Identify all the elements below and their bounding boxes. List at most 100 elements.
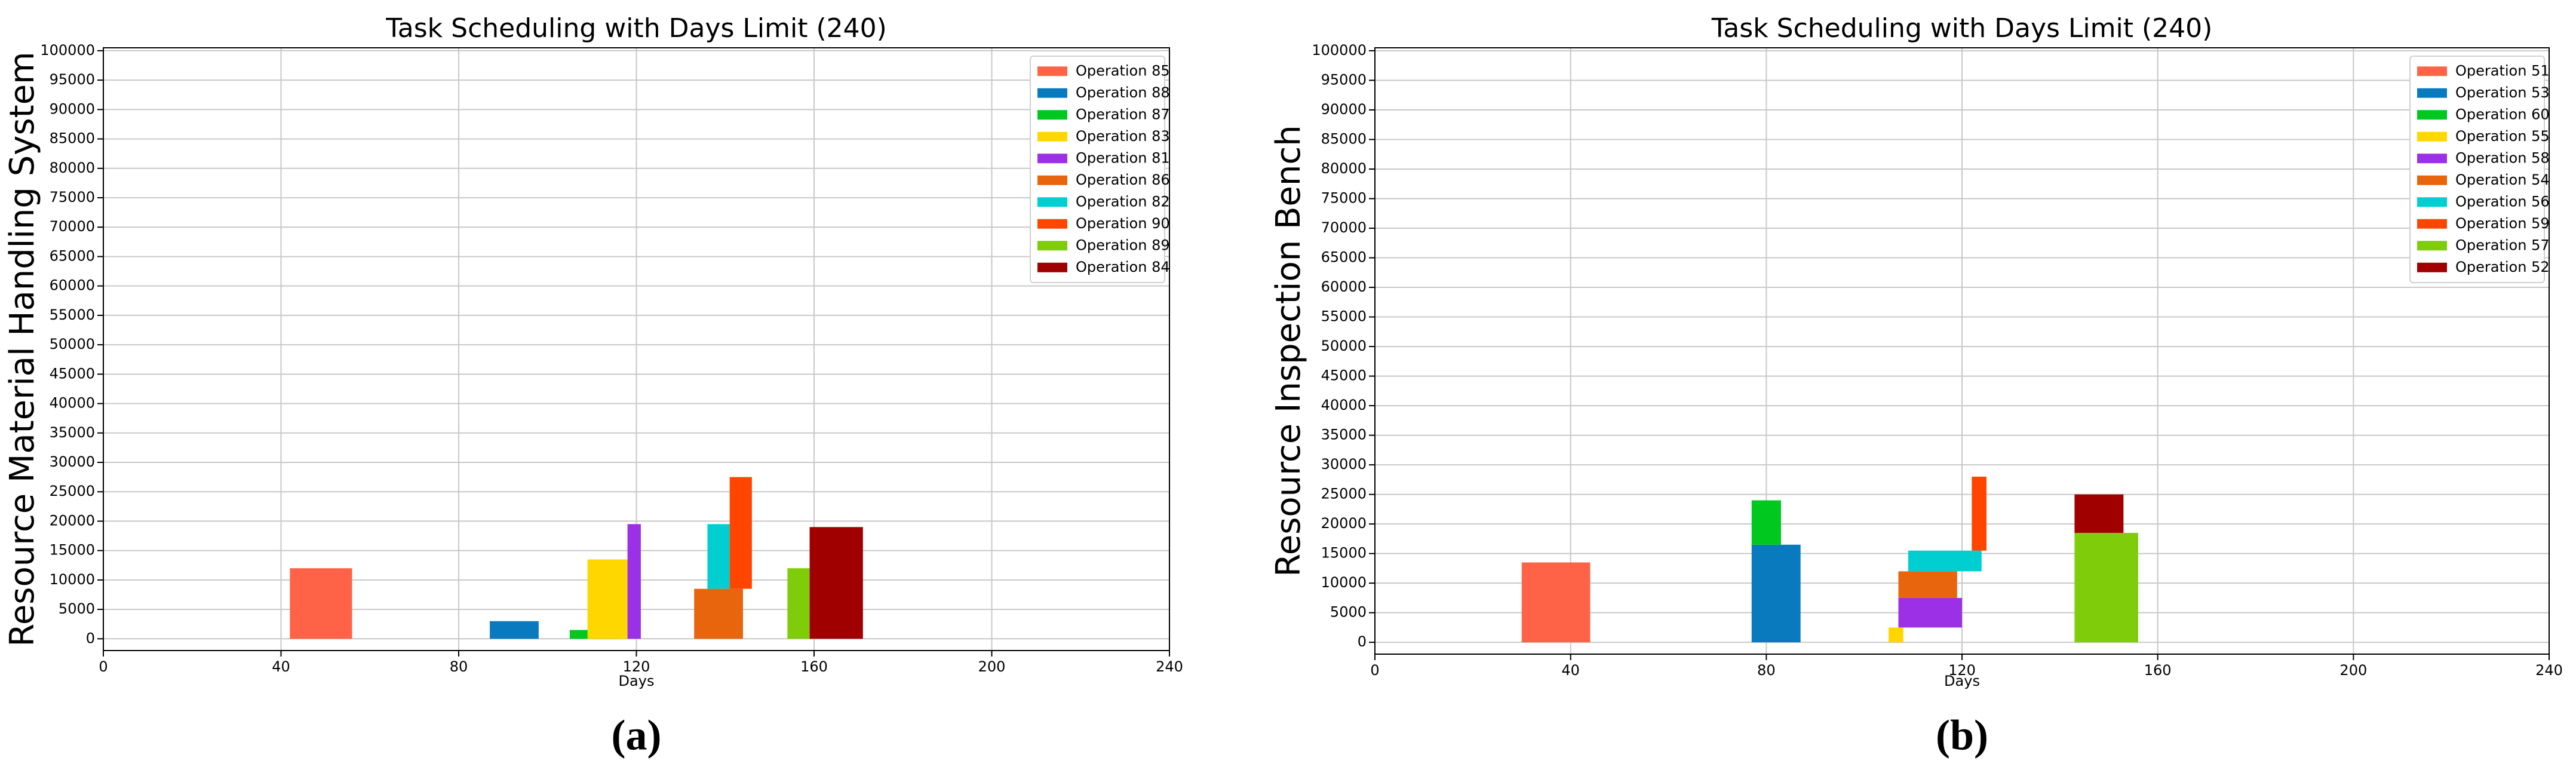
x-axis-label: Days (1944, 673, 1980, 689)
plot-frame (1374, 47, 2550, 655)
x-tick-label: 0 (99, 658, 108, 675)
y-tick-label: 75000 (1321, 190, 1367, 207)
x-tick-label: 160 (800, 658, 828, 675)
y-tick-label: 5000 (1330, 604, 1367, 621)
y-tick-label: 95000 (1321, 71, 1367, 88)
y-tick-label: 90000 (1321, 101, 1367, 118)
y-tick-label: 50000 (1321, 338, 1367, 354)
y-tick-label: 30000 (1321, 456, 1367, 473)
task-bar (2074, 494, 2124, 533)
legend-swatch (1037, 197, 1067, 207)
legend-label: Operation 84 (1076, 259, 1170, 275)
x-tick-label: 80 (450, 658, 468, 675)
task-bar (1889, 627, 1903, 643)
task-bar (787, 568, 810, 639)
y-tick-label: 10000 (50, 571, 95, 588)
x-tick-label: 200 (2339, 662, 2367, 679)
chart: 0 40 80 120 160 200 240 0 5000 10000 15000 20000 250… (3, 13, 1183, 759)
legend-swatch (2417, 66, 2447, 76)
y-tick-label: 25000 (50, 483, 95, 499)
y-tick-label: 95000 (50, 71, 95, 88)
legend-swatch (2417, 131, 2447, 142)
legend-swatch (1037, 66, 1067, 76)
y-tick-label: 55000 (1321, 308, 1367, 325)
legend: Operation 51 Operation 53 Operation 60 Oper… (2409, 56, 2550, 283)
x-tick-label: 240 (2535, 662, 2563, 679)
chart-title: Task Scheduling with Days Limit (240) (1711, 13, 2213, 44)
legend-swatch (2417, 197, 2447, 207)
y-tick-label: 65000 (1321, 249, 1367, 266)
x-tick-label: 80 (1757, 662, 1776, 679)
y-tick-label: 65000 (50, 247, 95, 264)
task-bar (490, 621, 539, 639)
legend-label: Operation 52 (2455, 259, 2550, 275)
x-tick-label: 40 (272, 658, 290, 675)
y-tick-label: 20000 (1321, 515, 1367, 532)
y-tick-label: 60000 (1321, 278, 1367, 295)
x-tick-label: 200 (978, 658, 1006, 675)
task-bar (729, 477, 752, 589)
y-tick-label: 25000 (1321, 486, 1367, 502)
legend-swatch (1037, 88, 1067, 98)
legend-swatch (2417, 241, 2447, 251)
y-axis-label: Resource Inspection Bench (1269, 125, 1308, 576)
y-tick-label: 30000 (50, 453, 95, 470)
legend-label: Operation 81 (1076, 149, 1170, 166)
y-tick-label: 5000 (59, 600, 95, 617)
x-tick-label: 40 (1561, 662, 1580, 679)
y-tick-label: 50000 (50, 336, 95, 352)
legend-label: Operation 57 (2455, 237, 2550, 253)
task-bar (1898, 571, 1957, 598)
x-axis-label: Days (619, 673, 655, 689)
y-tick-label: 70000 (1321, 219, 1367, 236)
legend-label: Operation 86 (1076, 171, 1170, 188)
y-tick-label: 10000 (1321, 574, 1367, 591)
legend-label: Operation 88 (1076, 84, 1170, 101)
y-tick-label: 70000 (50, 218, 95, 235)
plot-frame (103, 47, 1170, 651)
task-bar (694, 588, 743, 639)
legend-swatch (1037, 131, 1067, 142)
legend-swatch (2417, 175, 2447, 185)
y-tick-label: 15000 (1321, 545, 1367, 562)
legend-label: Operation 54 (2455, 171, 2550, 188)
x-tick-label: 160 (2144, 662, 2172, 679)
legend-swatch (2417, 110, 2447, 120)
y-tick-label: 90000 (50, 100, 95, 117)
x-tick-label: 0 (1370, 662, 1379, 679)
legend-label: Operation 87 (1076, 106, 1170, 122)
legend-swatch (2417, 262, 2447, 272)
y-axis-label: Resource Material Handling System (3, 51, 42, 646)
task-bar (1972, 476, 1987, 551)
task-bar (2074, 533, 2138, 643)
legend-label: Operation 53 (2455, 84, 2550, 101)
y-tick-label: 45000 (1321, 367, 1367, 384)
y-tick-label: 80000 (50, 160, 95, 176)
legend-label: Operation 85 (1076, 62, 1170, 79)
task-bar (290, 568, 352, 639)
legend-swatch (1037, 241, 1067, 251)
y-tick-label: 60000 (50, 277, 95, 294)
y-tick-label: 0 (86, 630, 95, 646)
legend-label: Operation 51 (2455, 62, 2550, 79)
legend-label: Operation 56 (2455, 193, 2550, 210)
y-tick-label: 100000 (40, 42, 95, 59)
y-tick-label: 35000 (1321, 427, 1367, 443)
task-bar (809, 527, 863, 639)
caption: (a) (612, 711, 662, 759)
y-tick-label: 85000 (50, 130, 95, 147)
task-bar (1751, 500, 1781, 545)
legend-label: Operation 60 (2455, 106, 2550, 122)
chart: 0 40 80 120 160 200 240 0 5000 10000 15000 20000 250… (1269, 13, 2563, 759)
legend-label: Operation 59 (2455, 215, 2550, 232)
y-tick-label: 35000 (50, 424, 95, 441)
task-bar (1898, 597, 1962, 628)
legend-label: Operation 83 (1076, 128, 1170, 145)
y-tick-label: 0 (1358, 633, 1367, 650)
legend: Operation 85 Operation 88 Operation 87 Oper… (1030, 56, 1170, 283)
y-tick-label: 45000 (50, 365, 95, 382)
legend-swatch (2417, 88, 2447, 98)
task-bar (1908, 550, 1982, 572)
y-tick-label: 15000 (50, 542, 95, 559)
